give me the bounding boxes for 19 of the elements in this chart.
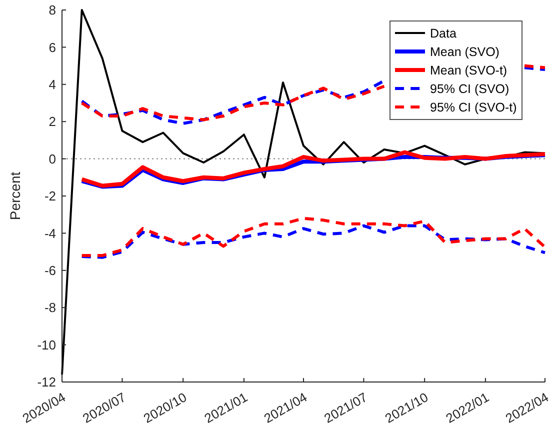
y-tick-label: 8: [48, 2, 56, 18]
line-series: [80, 224, 546, 259]
y-tick-label: 0: [48, 151, 56, 166]
y-axis-title: Percent: [7, 172, 23, 220]
y-tick-label: 2: [48, 114, 56, 130]
y-tick-label: -6: [44, 262, 56, 278]
y-tick-label: -4: [44, 226, 56, 241]
legend-label: Mean (SVO-t): [430, 63, 508, 78]
y-tick-label: -12: [37, 374, 56, 390]
legend-label: Data: [430, 26, 456, 40]
legend-label: 95% CI (SVO): [430, 82, 510, 96]
y-tick-label: 6: [48, 40, 56, 55]
y-tick-label: -10: [37, 337, 56, 352]
legend-label: 95% CI (SVO-t): [430, 100, 517, 114]
line-series: [80, 216, 546, 258]
legend-label: Mean (SVO): [430, 44, 500, 59]
y-tick-label: 4: [48, 76, 56, 92]
y-tick-label: -2: [44, 188, 56, 204]
y-tick-label: -8: [44, 300, 56, 316]
